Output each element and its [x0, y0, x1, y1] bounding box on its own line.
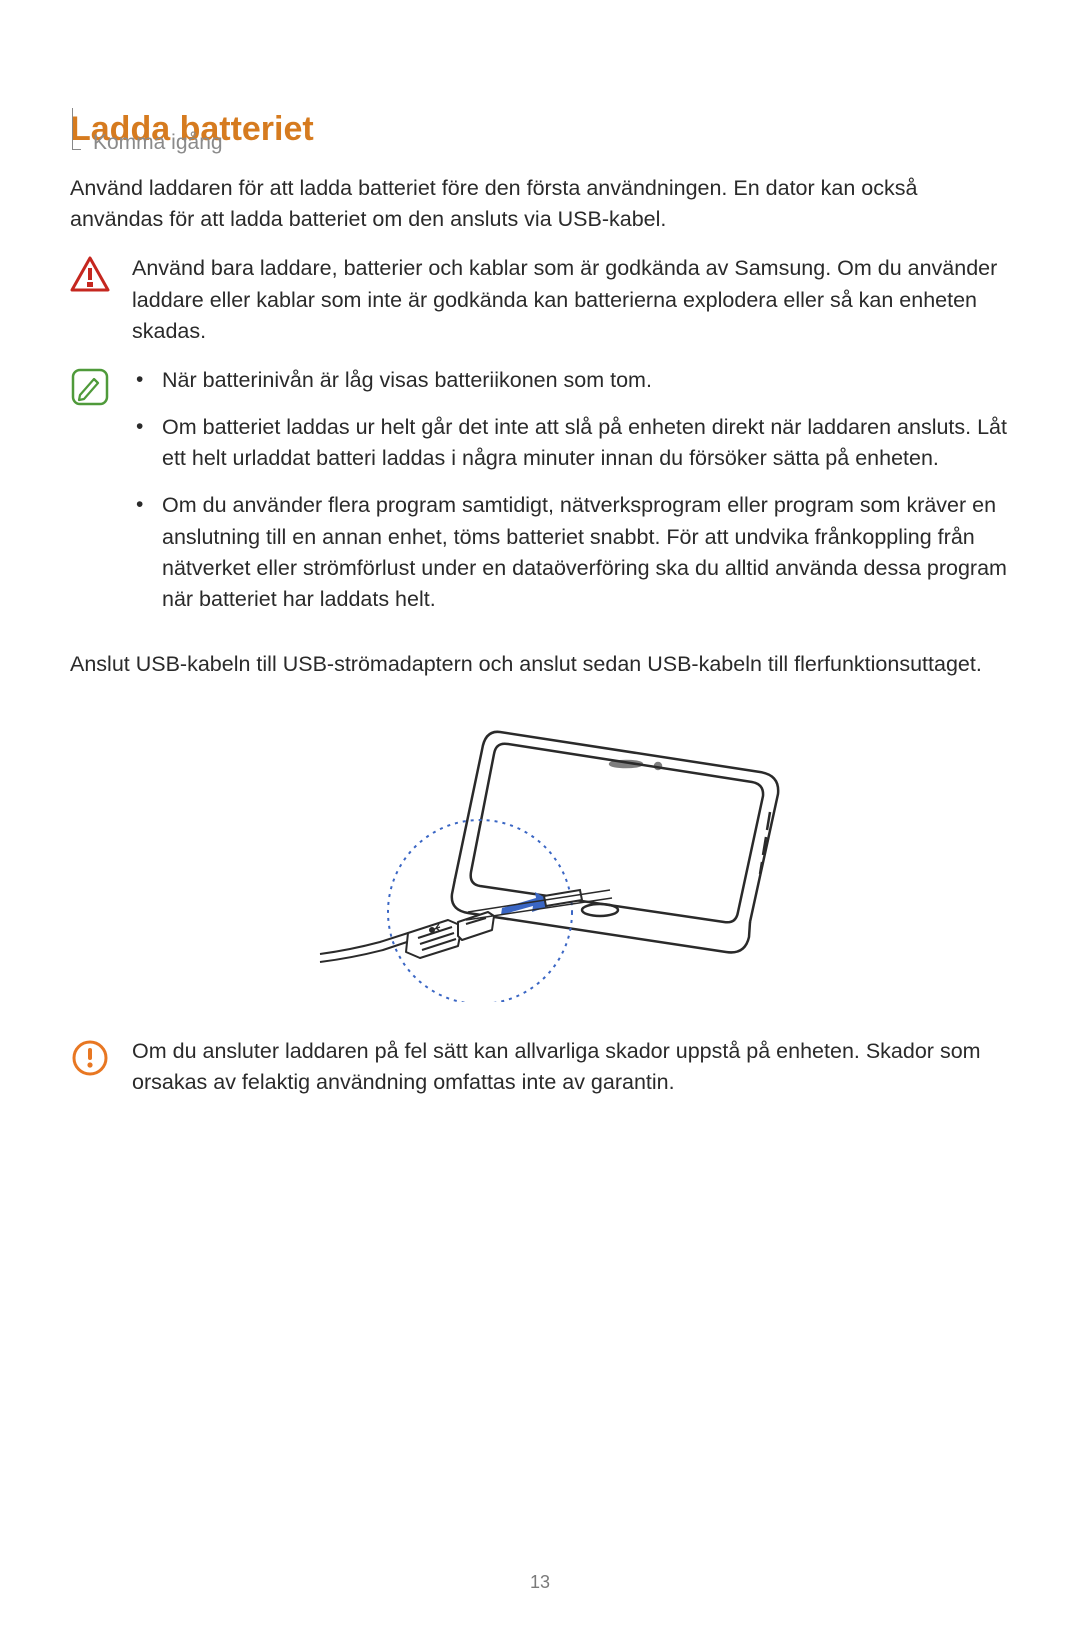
info-bullets: När batterinivån är låg visas batteriiko…	[132, 365, 1010, 615]
intro-paragraph: Använd laddaren för att ladda batteriet …	[70, 173, 1010, 235]
caution-circle-icon	[70, 1038, 110, 1078]
connect-instruction: Anslut USB-kabeln till USB-strömadaptern…	[70, 649, 1010, 680]
warning-text: Använd bara laddare, batterier och kabla…	[132, 253, 1010, 347]
page-number: 13	[0, 1572, 1080, 1593]
info-bullet: Om du använder flera program samtidigt, …	[132, 490, 1010, 615]
note-pencil-icon	[70, 367, 110, 407]
manual-page: Komma igång Ladda batteriet Använd ladda…	[0, 110, 1080, 1637]
info-bullet: När batterinivån är låg visas batteriiko…	[132, 365, 1010, 396]
warning-note: Använd bara laddare, batterier och kabla…	[70, 253, 1010, 347]
charging-diagram	[70, 702, 1010, 1002]
warning-triangle-icon	[70, 255, 110, 295]
caution-text: Om du ansluter laddaren på fel sätt kan …	[132, 1036, 1010, 1098]
page-header: Komma igång	[72, 122, 223, 164]
info-bullets-container: När batterinivån är låg visas batteriiko…	[132, 365, 1010, 631]
info-note: När batterinivån är låg visas batteriiko…	[70, 365, 1010, 631]
breadcrumb: Komma igång	[93, 131, 223, 155]
info-bullet: Om batteriet laddas ur helt går det inte…	[132, 412, 1010, 474]
caution-note: Om du ansluter laddaren på fel sätt kan …	[70, 1036, 1010, 1098]
header-ornament	[72, 108, 81, 150]
